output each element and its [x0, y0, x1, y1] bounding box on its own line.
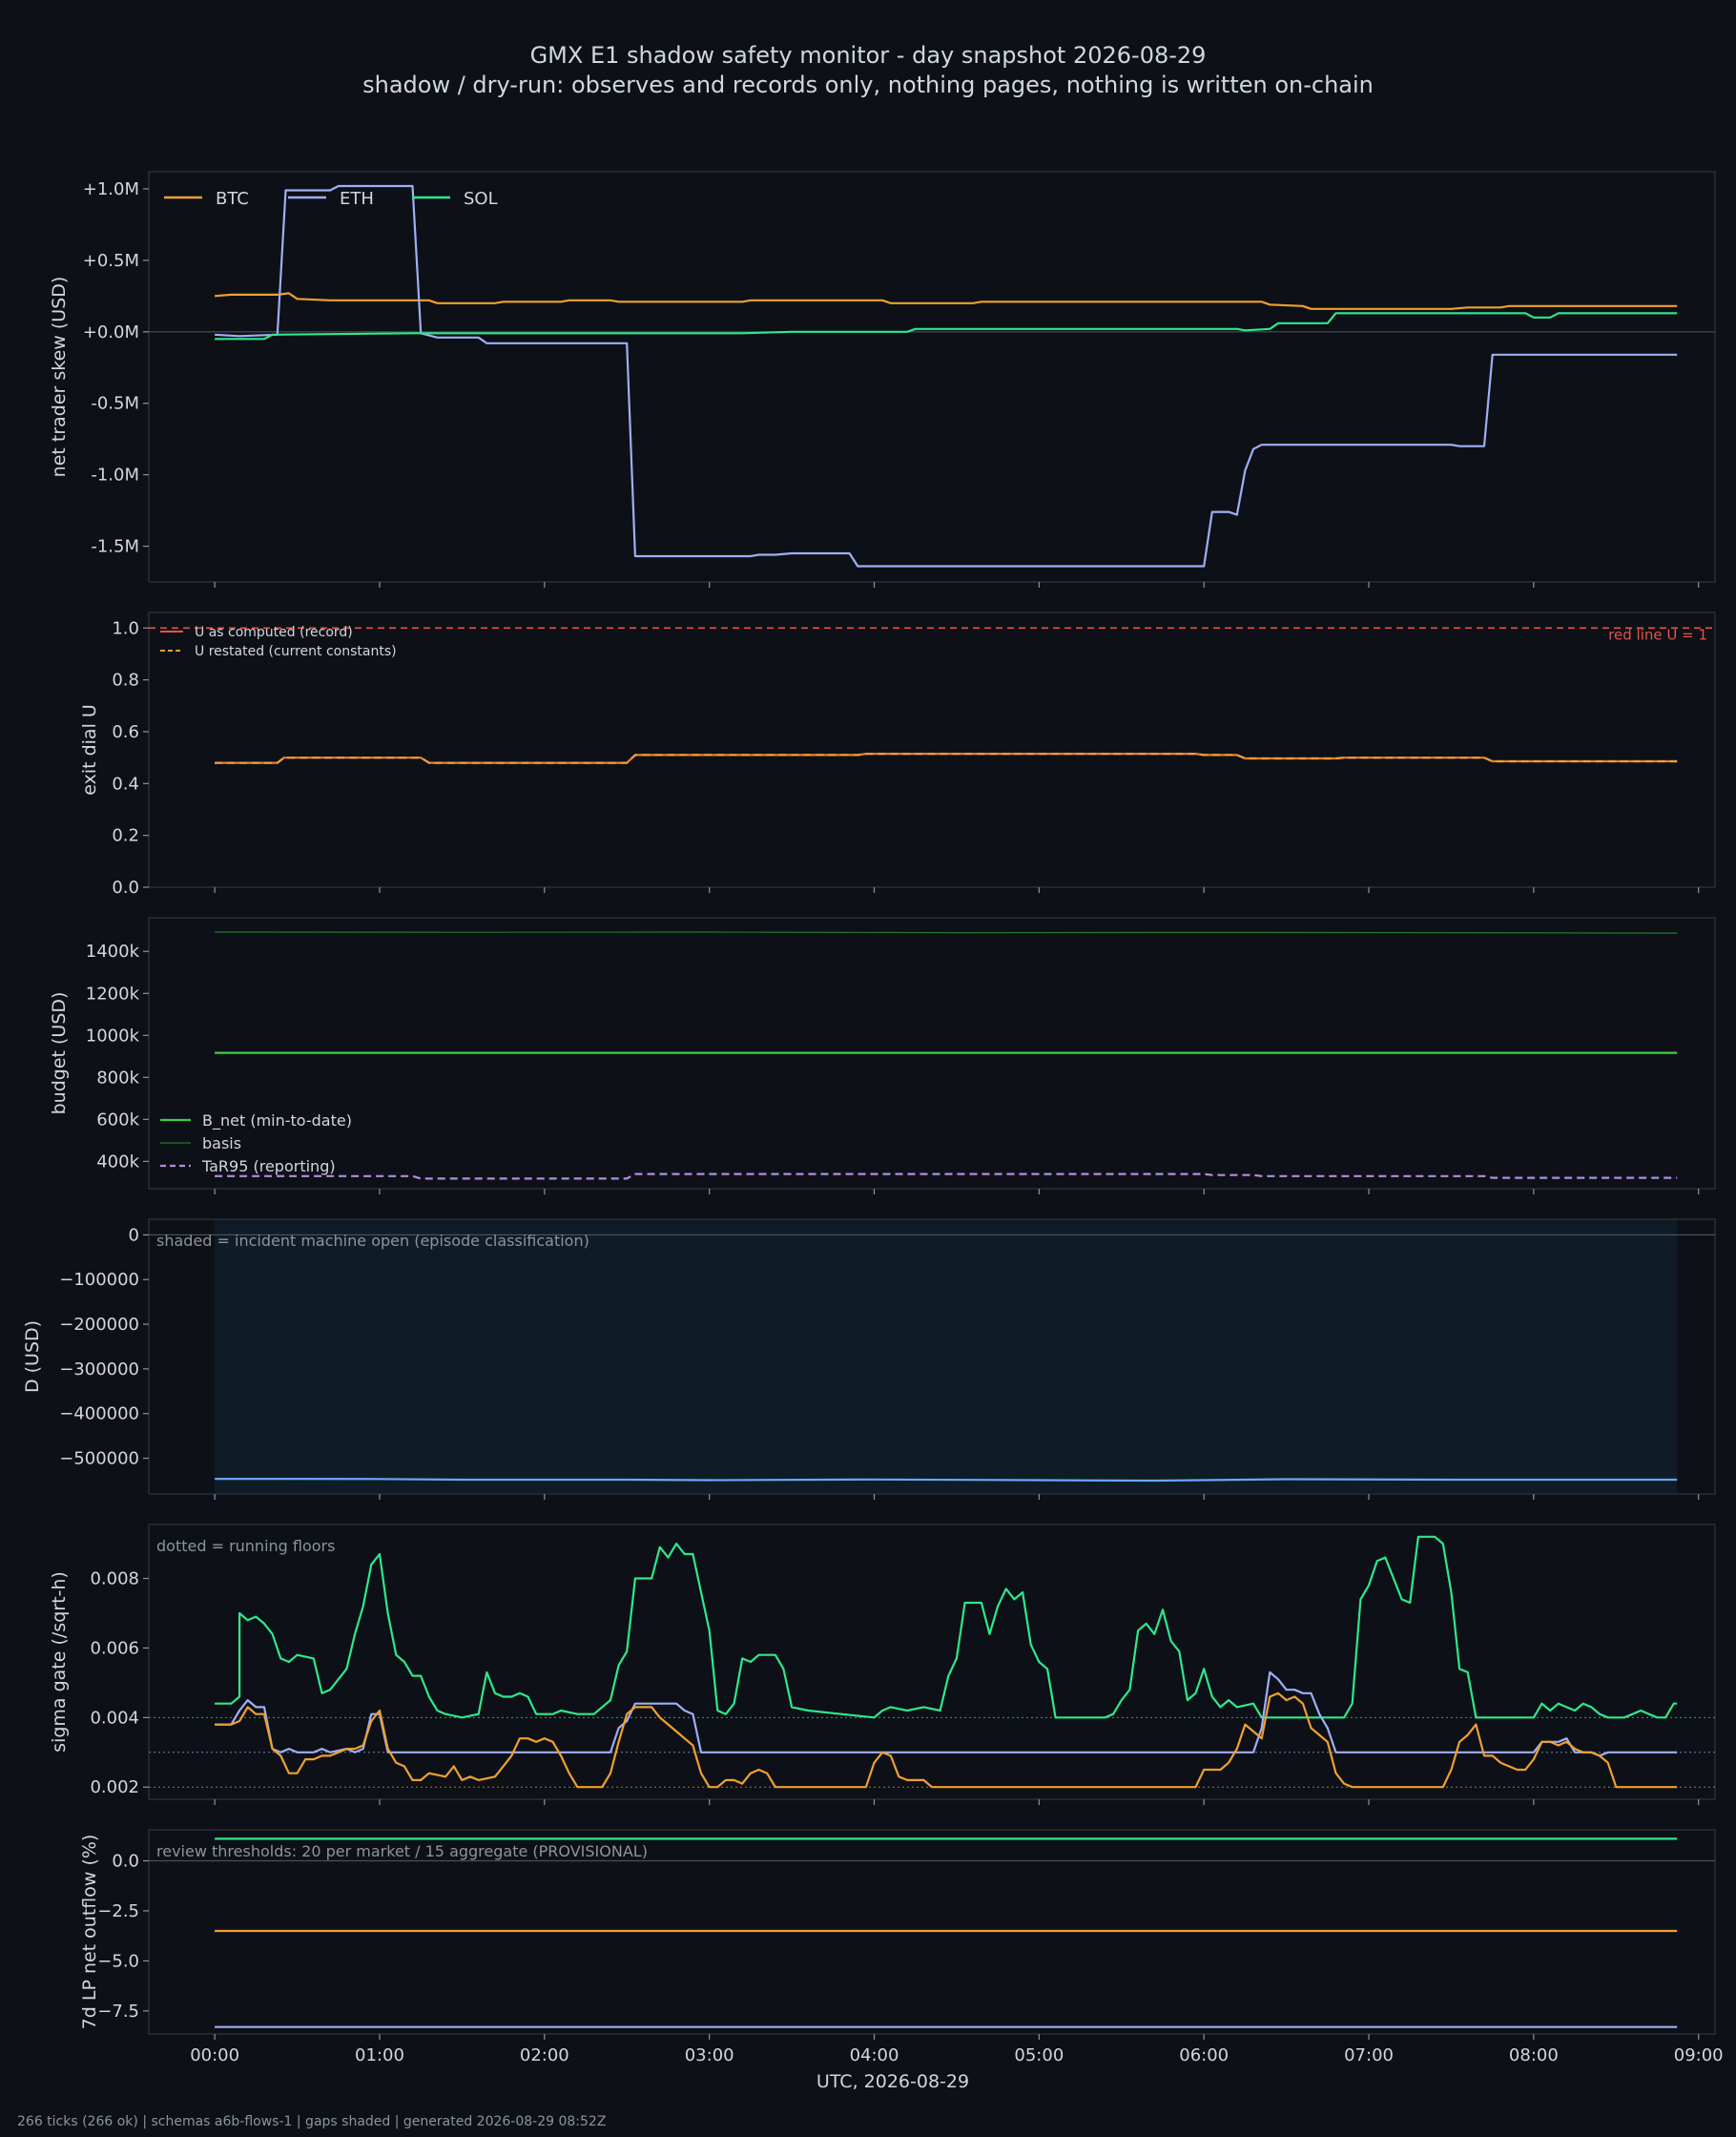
y-tick-label: −2.5	[97, 1901, 139, 1921]
y-tick-label: 400k	[96, 1151, 139, 1172]
panel-frame	[148, 1524, 1716, 1800]
y-axis-label: net trader skew (USD)	[49, 277, 70, 478]
x-tick-label: 06:00	[1179, 2045, 1229, 2065]
panel-sigma: 0.008 0.006 0.004 0.002 sigma gate (/sqrt-h)…	[49, 1524, 1716, 1805]
y-tick-label: 0.6	[112, 722, 139, 742]
y-tick-label: -1.0M	[91, 466, 139, 486]
y-tick-label: 0.002	[90, 1777, 139, 1797]
y-tick-label: 1000k	[86, 1026, 140, 1046]
x-tick-label: 01:00	[355, 2045, 404, 2065]
x-tick-label: 00:00	[190, 2045, 239, 2065]
y-tick-label: 0.0	[112, 1852, 139, 1872]
panel-d_usd: 0 −100000 −200000 −300000 −400000 −500000 D (U…	[22, 1218, 1716, 1500]
y-tick-label: 0.0	[112, 878, 139, 898]
y-tick-label: −200000	[59, 1315, 139, 1335]
y-tick-label: −100000	[59, 1270, 139, 1290]
panels: +1.0M +0.5M +0.0M -0.5M -1.0M -1.5M net trader…	[22, 171, 1724, 2065]
y-tick-label: 1.0	[112, 618, 139, 638]
series-line-d_usd	[215, 1478, 1678, 1483]
series-line-u-restated-current-constants-	[215, 753, 1678, 764]
y-tick-label: +1.0M	[83, 179, 139, 199]
series-line-eth	[215, 184, 1678, 568]
footer-status: 266 ticks (266 ok) | schemas a6b-flows-1…	[17, 2114, 606, 2129]
legend-label: U restated (current constants)	[195, 644, 397, 659]
y-tick-label: 0.2	[112, 826, 139, 846]
series-line-tar95-reporting-	[215, 1172, 1678, 1180]
y-tick-label: +0.0M	[83, 322, 139, 342]
legend-label: B_net (min-to-date)	[202, 1111, 352, 1131]
legend-label: BTC	[216, 189, 249, 209]
x-tick-label: 08:00	[1509, 2045, 1559, 2065]
incident-shade	[215, 1220, 1678, 1493]
x-tick-label: 09:00	[1674, 2045, 1724, 2065]
series-line-btc	[215, 1691, 1678, 1789]
chart-title: GMX E1 shadow safety monitor - day snaps…	[530, 42, 1207, 69]
panel-budget: 1400k 1200k 1000k 800k 600k 400k budget (USD) B…	[49, 917, 1716, 1194]
red-line-label: red line U = 1	[1608, 626, 1707, 643]
legend-label: SOL	[464, 189, 498, 209]
panel-skew: +1.0M +0.5M +0.0M -0.5M -1.0M -1.5M net trader…	[49, 171, 1716, 588]
y-tick-label: 0.8	[112, 671, 139, 691]
x-tick-label: 05:00	[1014, 2045, 1064, 2065]
y-tick-label: 600k	[96, 1110, 139, 1130]
y-tick-label: 0	[129, 1225, 139, 1245]
series-line-sol	[215, 312, 1678, 341]
y-tick-label: −7.5	[97, 2002, 139, 2022]
y-tick-label: 0.4	[112, 774, 139, 794]
y-tick-label: -0.5M	[91, 394, 139, 414]
y-tick-label: −5.0	[97, 1951, 139, 1971]
panel-lp_outflow: 0.0 −2.5 −5.0 −7.5 00:00 01:00 02:00 03:00 04:00…	[79, 1829, 1724, 2065]
panel-note: dotted = running floors	[156, 1537, 335, 1555]
x-tick-label: 07:00	[1344, 2045, 1394, 2065]
y-axis-label: sigma gate (/sqrt-h)	[49, 1571, 70, 1753]
y-axis-label: 7d LP net outflow (%)	[79, 1835, 100, 2030]
legend-label: basis	[202, 1134, 241, 1152]
legend-label: ETH	[340, 189, 374, 209]
y-tick-label: 1200k	[86, 984, 140, 1004]
y-axis-label: exit dial U	[79, 704, 100, 796]
panel-frame	[148, 171, 1716, 583]
panel-frame	[148, 612, 1716, 888]
y-tick-label: 800k	[96, 1068, 139, 1088]
legend-label: U as computed (record)	[195, 625, 353, 640]
panel-note: shaded = incident machine open (episode …	[156, 1232, 589, 1250]
series-line-basis	[215, 931, 1678, 934]
y-tick-label: −500000	[59, 1449, 139, 1469]
y-tick-label: −400000	[59, 1404, 139, 1424]
y-axis-label: D (USD)	[22, 1320, 43, 1393]
legend-label: TaR95 (reporting)	[201, 1157, 336, 1175]
y-axis-label: budget (USD)	[49, 992, 70, 1115]
chart-subtitle: shadow / dry-run: observes and records o…	[362, 72, 1374, 98]
y-tick-label: 0.006	[90, 1638, 139, 1658]
y-tick-label: 0.004	[90, 1708, 139, 1728]
x-tick-label: 02:00	[520, 2045, 569, 2065]
series-line-sol	[215, 1535, 1678, 1719]
x-tick-label: 03:00	[685, 2045, 734, 2065]
x-tick-label: 04:00	[850, 2045, 899, 2065]
y-tick-label: −300000	[59, 1359, 139, 1380]
y-tick-label: 1400k	[86, 942, 140, 962]
panel-exit_dial: red line U = 1 1.0 0.8 0.6 0.4 0.2 0.0 exit dia…	[79, 612, 1716, 898]
y-tick-label: 0.008	[90, 1569, 139, 1589]
panel-note: review thresholds: 20 per market / 15 ag…	[156, 1842, 648, 1860]
series-line-btc	[215, 292, 1678, 310]
y-tick-label: -1.5M	[91, 537, 139, 557]
series-line-eth	[215, 1670, 1678, 1757]
y-tick-label: +0.5M	[83, 251, 139, 271]
x-axis-label: UTC, 2026-08-29	[816, 2071, 969, 2092]
